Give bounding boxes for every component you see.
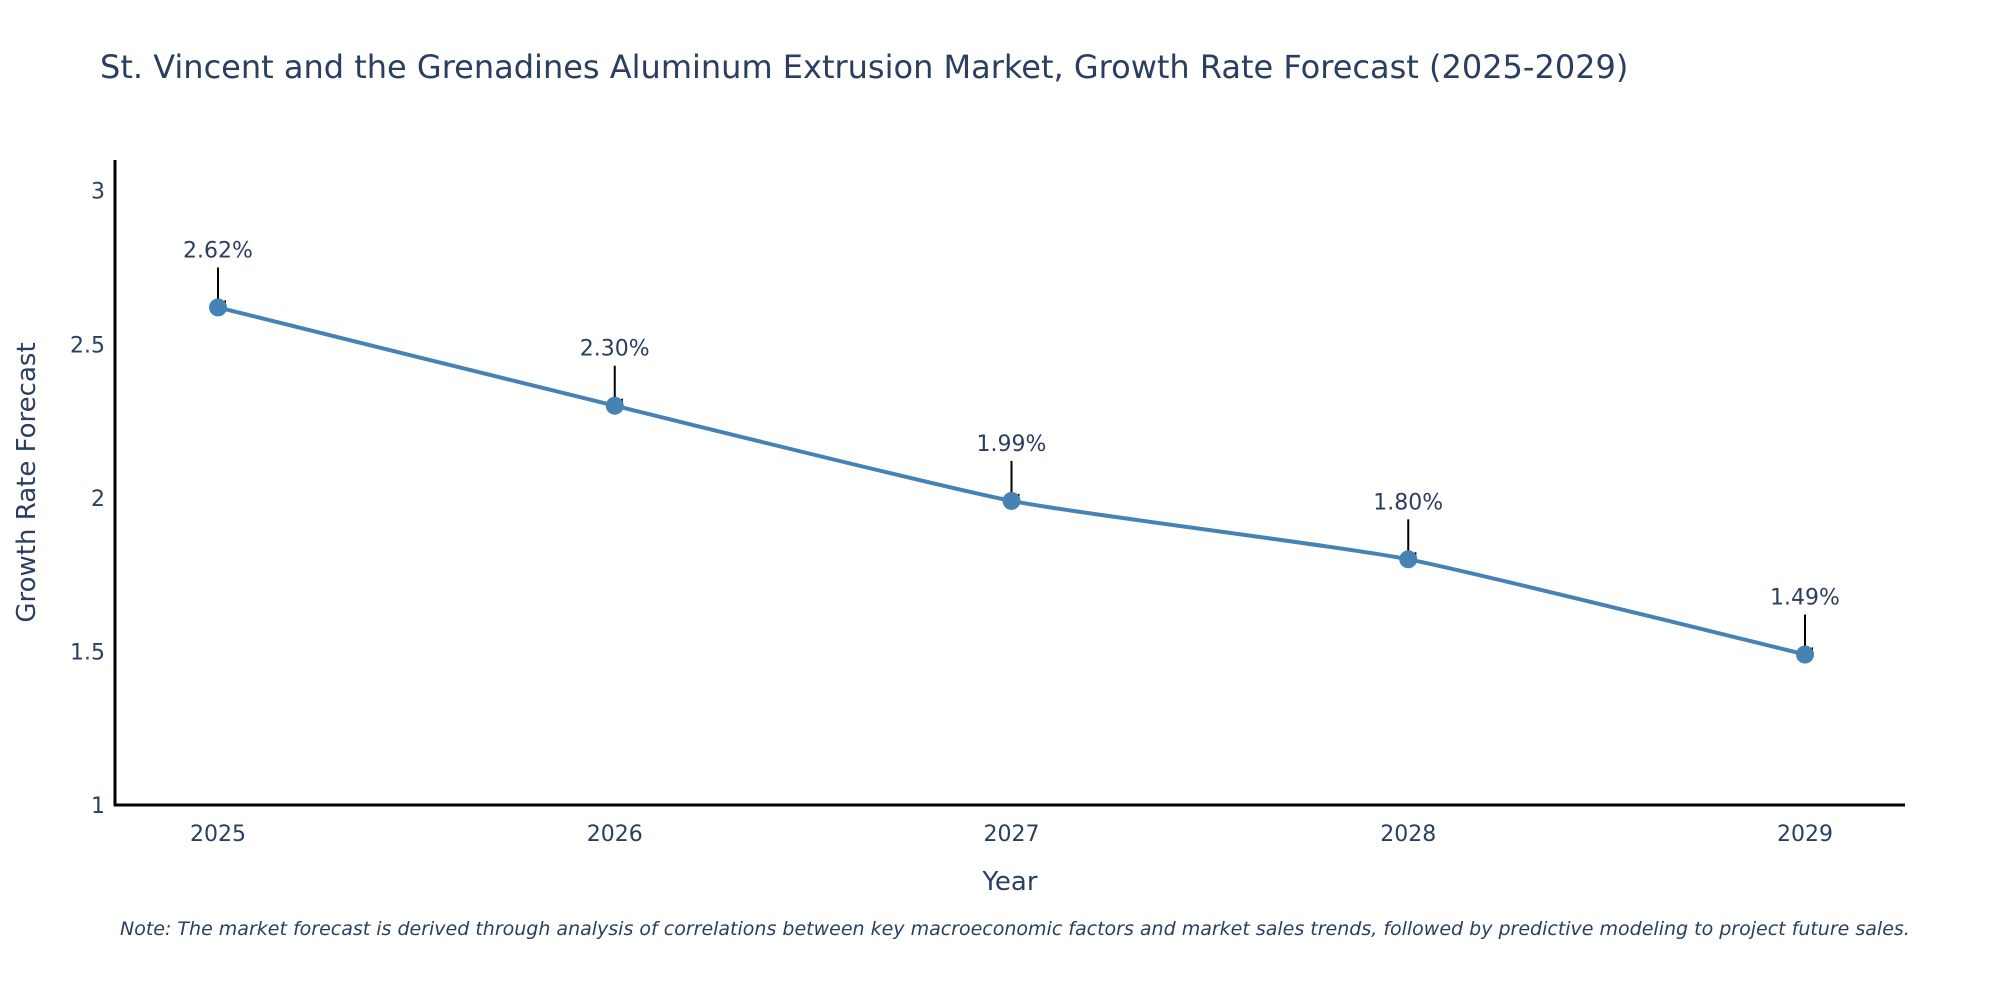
y-tick-label: 1 xyxy=(91,794,105,819)
x-tick-label: 2028 xyxy=(1380,822,1436,847)
x-tick-label: 2029 xyxy=(1777,822,1833,847)
data-label: 1.99% xyxy=(977,432,1047,457)
data-point[interactable] xyxy=(1399,550,1418,569)
x-tick-label: 2025 xyxy=(190,822,246,847)
x-tick-label: 2027 xyxy=(984,822,1040,847)
y-tick-label: 2 xyxy=(91,487,105,512)
y-tick-label: 3 xyxy=(91,180,105,205)
y-tick-label: 1.5 xyxy=(70,640,105,665)
chart-title: St. Vincent and the Grenadines Aluminum … xyxy=(100,48,1629,86)
data-label: 2.62% xyxy=(183,238,253,263)
x-axis-title: Year xyxy=(981,867,1037,897)
chart-note: Note: The market forecast is derived thr… xyxy=(120,918,1910,940)
data-point-group xyxy=(209,298,1814,664)
data-point[interactable] xyxy=(1796,645,1814,664)
data-point[interactable] xyxy=(209,298,227,317)
data-label: 1.49% xyxy=(1770,586,1840,611)
y-tick-label: 2.5 xyxy=(70,333,105,358)
data-label: 1.80% xyxy=(1373,490,1443,515)
y-axis-title: Growth Rate Forecast xyxy=(12,342,42,622)
axes: 1 1.5 2 2.5 3 2025 2026 2027 2028 2029 Year Growth … xyxy=(12,160,1905,897)
data-label: 2.30% xyxy=(580,337,650,362)
data-label-group: 2.62% 2.30% 1.99% 1.80% 1.49% xyxy=(183,238,1840,656)
data-point[interactable] xyxy=(1002,491,1021,510)
x-tick-label: 2026 xyxy=(587,822,643,847)
data-point[interactable] xyxy=(605,396,624,415)
